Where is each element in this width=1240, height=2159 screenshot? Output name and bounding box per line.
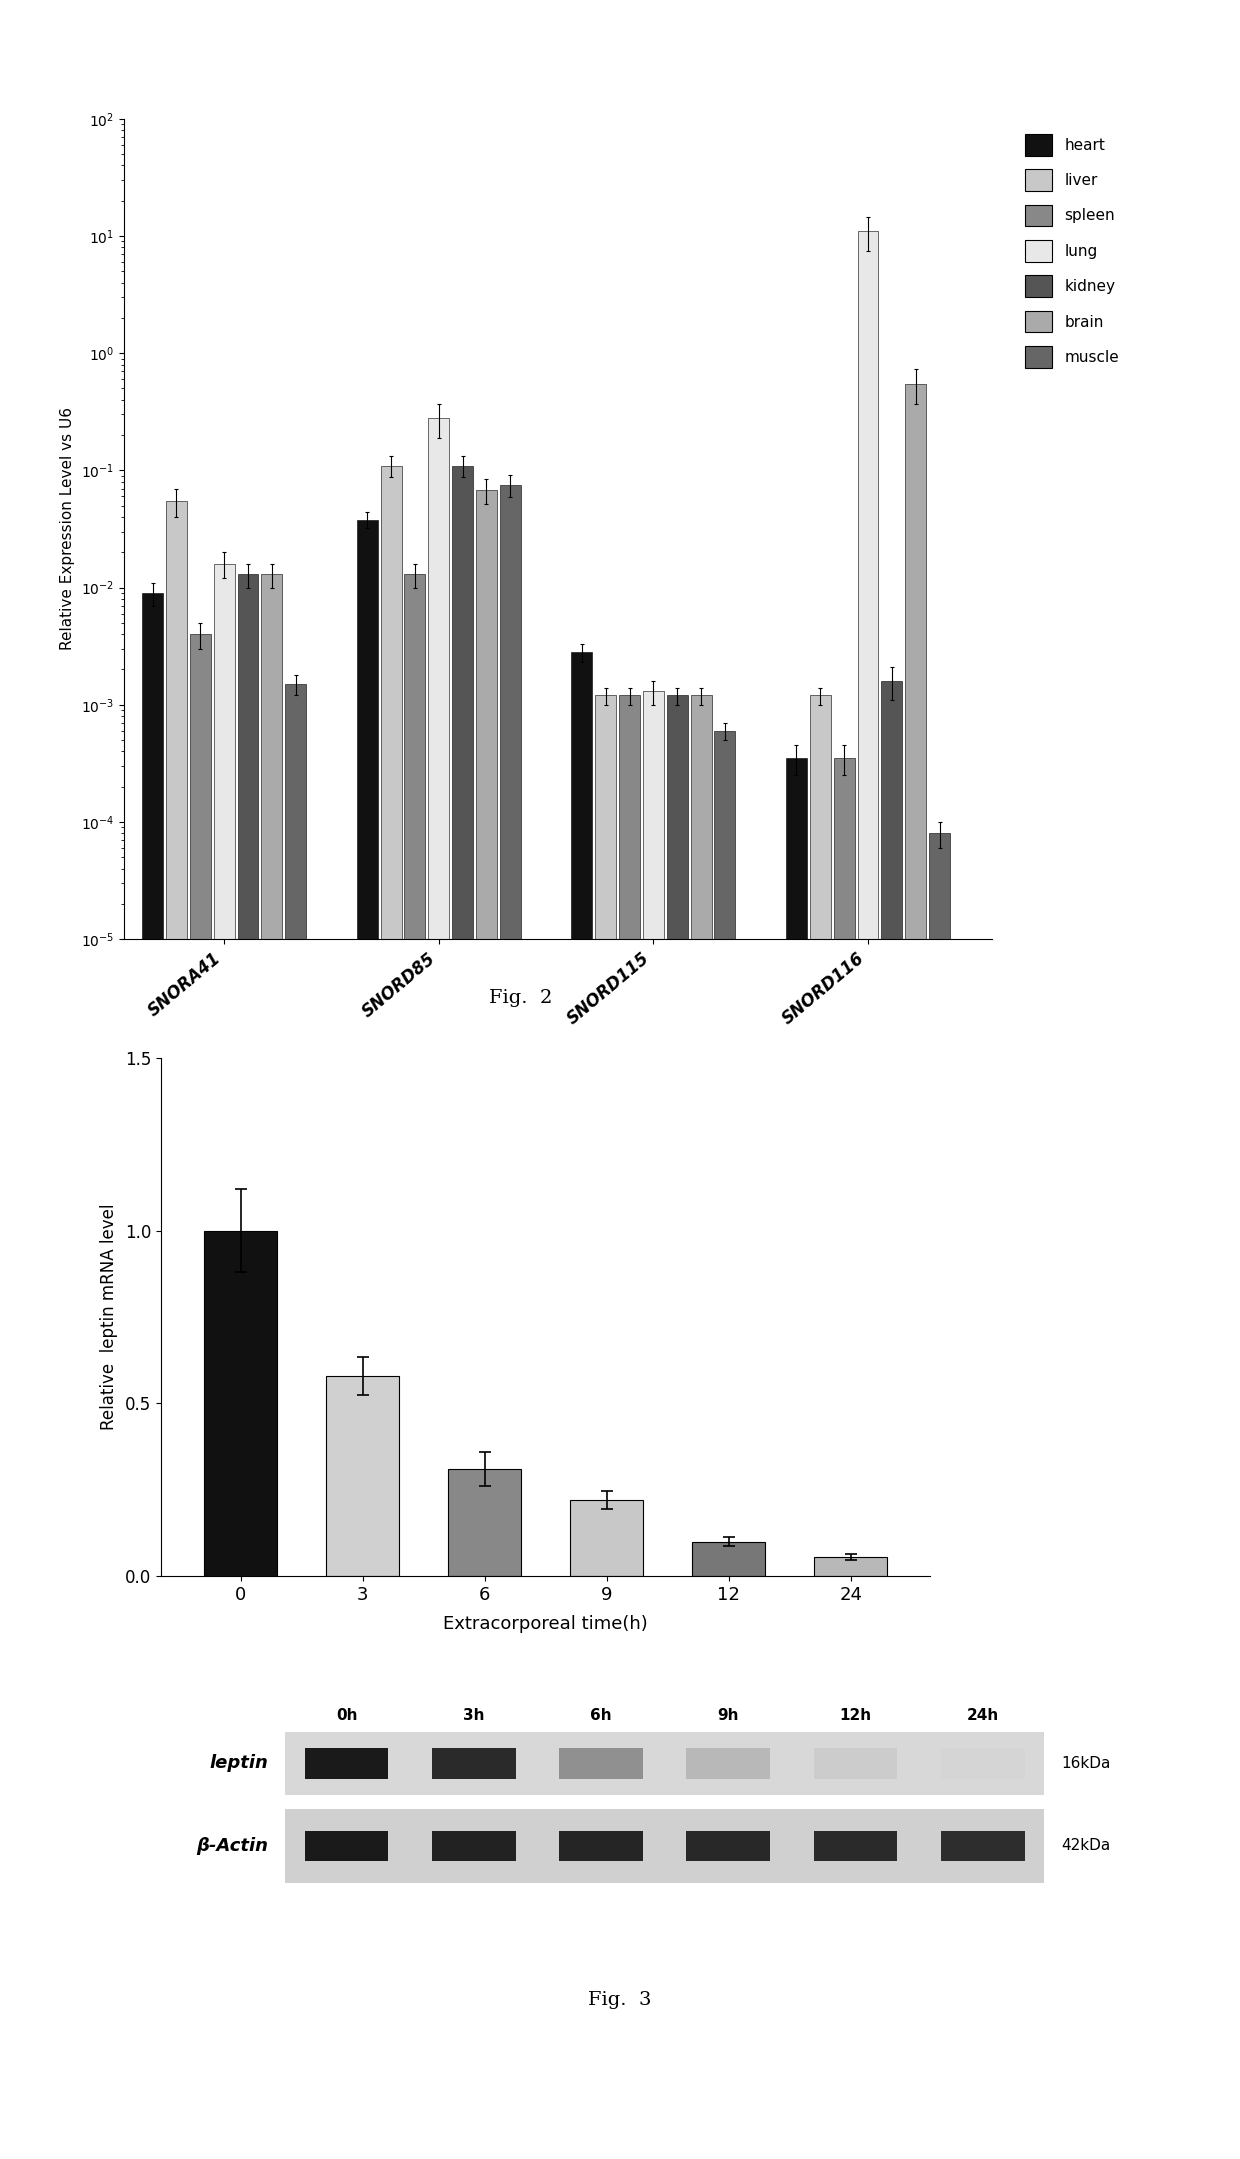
Text: Fig.  3: Fig. 3 <box>588 1991 652 2010</box>
Bar <box>500 486 521 2159</box>
Text: 0h: 0h <box>336 1708 357 1723</box>
Bar <box>476 490 497 2159</box>
Text: 9h: 9h <box>718 1708 739 1723</box>
Bar <box>448 1468 521 1576</box>
Bar <box>203 1231 277 1576</box>
Bar <box>190 635 211 2159</box>
Bar <box>714 730 735 2159</box>
Bar <box>905 384 926 2159</box>
Legend: heart, liver, spleen, lung, kidney, brain, muscle: heart, liver, spleen, lung, kidney, brai… <box>1017 127 1127 376</box>
Bar <box>559 1831 642 1861</box>
Text: 3h: 3h <box>463 1708 485 1723</box>
Bar <box>595 695 616 2159</box>
Bar <box>285 684 306 2159</box>
Text: 12h: 12h <box>839 1708 872 1723</box>
Text: 24h: 24h <box>966 1708 999 1723</box>
Text: 6h: 6h <box>590 1708 611 1723</box>
Bar <box>810 695 831 2159</box>
Bar <box>262 574 283 2159</box>
Bar <box>786 758 807 2159</box>
Bar <box>143 594 164 2159</box>
Text: 16kDa: 16kDa <box>1061 1755 1110 1770</box>
Bar <box>667 695 688 2159</box>
Bar <box>642 691 663 2159</box>
Bar <box>687 1831 770 1861</box>
Y-axis label: Relative Expression Level vs U6: Relative Expression Level vs U6 <box>61 408 76 650</box>
Bar <box>570 1501 644 1576</box>
Bar <box>687 1749 770 1779</box>
Bar <box>815 1557 888 1576</box>
Bar <box>858 231 878 2159</box>
Bar <box>941 1831 1024 1861</box>
Bar <box>285 1732 1044 1794</box>
Bar <box>572 652 593 2159</box>
Bar <box>213 563 234 2159</box>
Text: leptin: leptin <box>210 1755 269 1773</box>
X-axis label: Extracorporeal time(h): Extracorporeal time(h) <box>443 1615 649 1632</box>
Bar <box>381 466 402 2159</box>
Bar <box>305 1831 388 1861</box>
Text: Fig.  2: Fig. 2 <box>489 989 553 1006</box>
Bar <box>813 1749 898 1779</box>
Bar <box>929 833 950 2159</box>
Bar <box>432 1749 516 1779</box>
Y-axis label: Relative  leptin mRNA level: Relative leptin mRNA level <box>100 1205 118 1429</box>
Bar <box>619 695 640 2159</box>
Bar <box>357 520 378 2159</box>
Bar <box>559 1749 642 1779</box>
Bar <box>692 1542 765 1576</box>
Bar <box>238 574 258 2159</box>
Text: 42kDa: 42kDa <box>1061 1839 1110 1852</box>
Bar <box>285 1809 1044 1883</box>
Bar <box>305 1749 388 1779</box>
Bar <box>882 680 903 2159</box>
Bar <box>941 1749 1024 1779</box>
Bar <box>813 1831 898 1861</box>
Bar <box>404 574 425 2159</box>
Bar <box>691 695 712 2159</box>
Bar <box>432 1831 516 1861</box>
Bar <box>428 419 449 2159</box>
Bar <box>326 1375 399 1576</box>
Text: β-Actin: β-Actin <box>196 1837 269 1855</box>
Bar <box>453 466 474 2159</box>
Bar <box>166 501 187 2159</box>
Bar <box>833 758 854 2159</box>
